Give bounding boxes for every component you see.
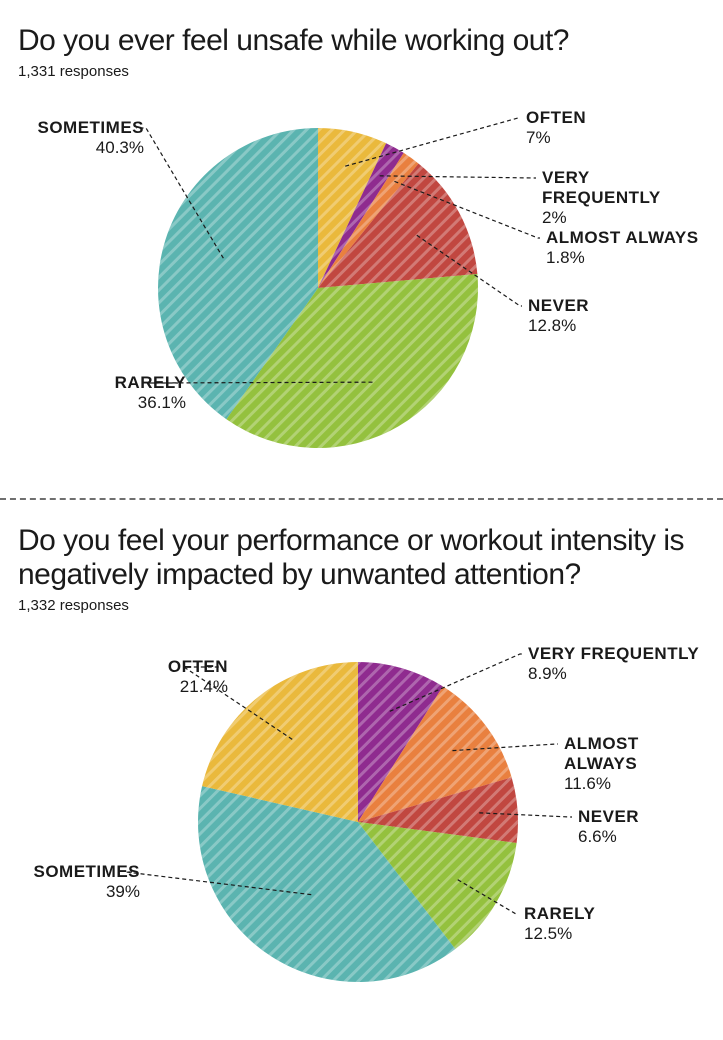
chart1-pie: OFTEN7% VERY FREQUENTLY2%ALMOST ALWAYS1.8… [18, 98, 705, 468]
slice-label-name: ALMOST ALWAYS [546, 228, 699, 248]
slice-label-never: NEVER12.8% [528, 296, 589, 336]
slice-label-almost_always: ALMOST ALWAYS1.8% [546, 228, 699, 268]
slice-label-name: RARELY [66, 373, 186, 393]
slice-label-very_frequently: VERY FREQUENTLY8.9% [528, 644, 699, 684]
chart2-question: Do you feel your performance or workout … [18, 524, 705, 593]
slice-label-pct: 2% [542, 208, 705, 228]
slice-label-pct: 12.5% [524, 924, 595, 944]
slice-label-pct: 21.4% [108, 677, 228, 697]
slice-label-name: NEVER [578, 807, 639, 827]
slice-label-name: VERY FREQUENTLY [528, 644, 699, 664]
slice-label-pct: 7% [526, 128, 586, 148]
slice-label-name: OFTEN [526, 108, 586, 128]
slice-label-pct: 40.3% [24, 138, 144, 158]
slice-label-name: NEVER [528, 296, 589, 316]
slice-label-name: SOMETIMES [24, 118, 144, 138]
slice-label-pct: 36.1% [66, 393, 186, 413]
chart-section-1: Do you ever feel unsafe while working ou… [0, 0, 723, 498]
slice-label-often: OFTEN21.4% [108, 657, 228, 697]
slice-label-name: OFTEN [108, 657, 228, 677]
slice-label-pct: 6.6% [578, 827, 639, 847]
slice-label-name: RARELY [524, 904, 595, 924]
chart1-responses: 1,331 responses [18, 63, 705, 80]
slice-label-almost_always: ALMOST ALWAYS11.6% [564, 734, 705, 794]
chart1-question: Do you ever feel unsafe while working ou… [18, 24, 705, 59]
slice-label-sometimes: SOMETIMES40.3% [24, 118, 144, 158]
slice-label-pct: 8.9% [528, 664, 699, 684]
slice-label-pct: 11.6% [564, 774, 705, 794]
chart2-responses: 1,332 responses [18, 597, 705, 614]
slice-label-pct: 1.8% [546, 248, 699, 268]
slice-label-rarely: RARELY36.1% [66, 373, 186, 413]
slice-label-name: SOMETIMES [20, 862, 140, 882]
slice-label-pct: 39% [20, 882, 140, 902]
slice-label-very_frequently: VERY FREQUENTLY2% [542, 168, 705, 228]
slice-label-name: VERY FREQUENTLY [542, 168, 705, 208]
slice-label-name: ALMOST ALWAYS [564, 734, 705, 774]
slice-label-never: NEVER6.6% [578, 807, 639, 847]
slice-label-rarely: RARELY12.5% [524, 904, 595, 944]
chart2-pie: VERY FREQUENTLY8.9% ALMOST ALWAYS11.6% NEV… [18, 632, 705, 1002]
slice-label-often: OFTEN7% [526, 108, 586, 148]
chart-section-2: Do you feel your performance or workout … [0, 500, 723, 1032]
slice-label-sometimes: SOMETIMES39% [20, 862, 140, 902]
slice-label-pct: 12.8% [528, 316, 589, 336]
